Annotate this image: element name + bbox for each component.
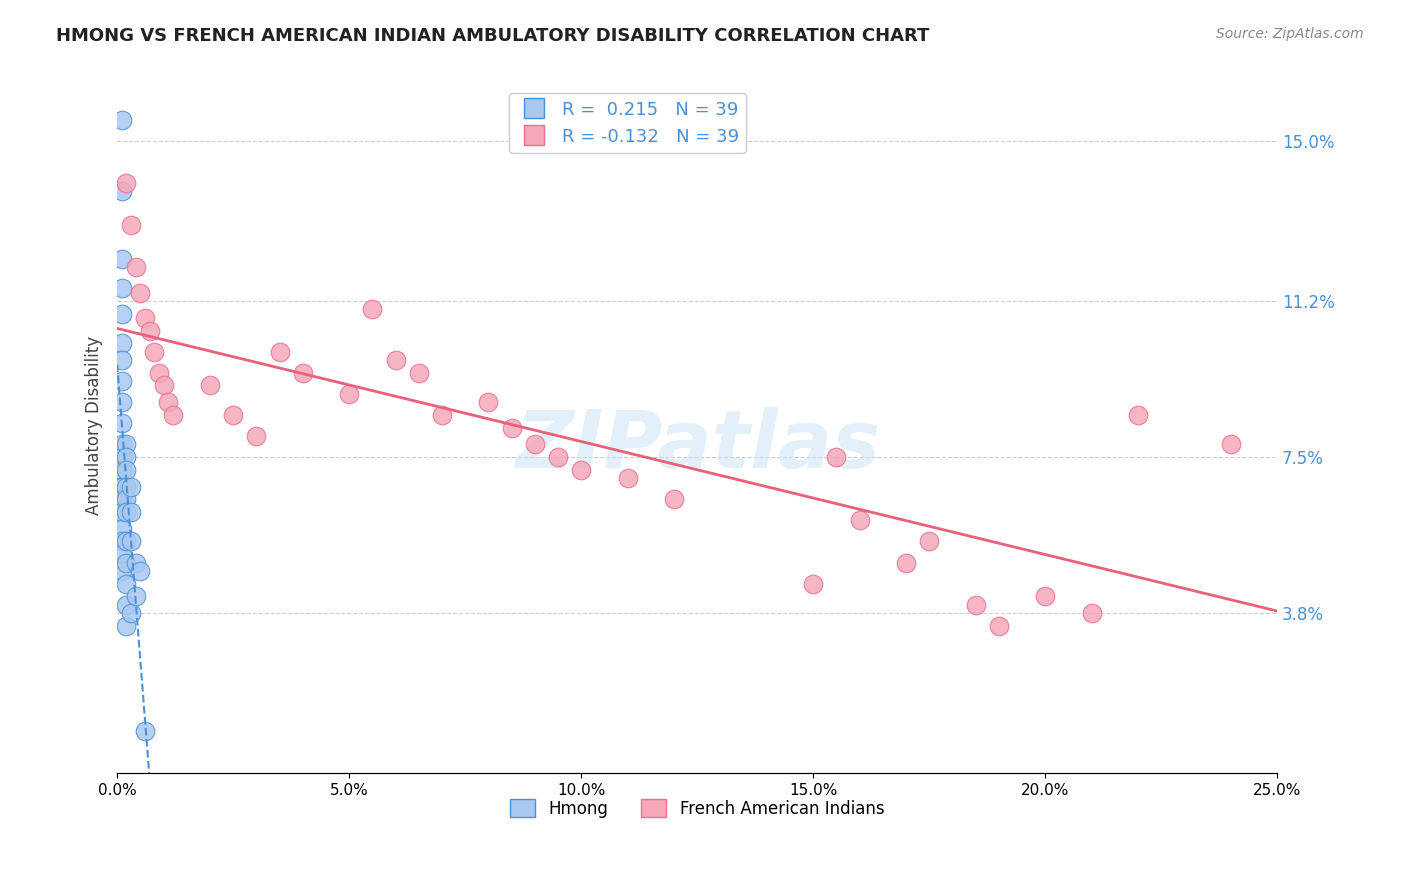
Point — [125, 260, 148, 275]
Point — [291, 366, 314, 380]
Point — [120, 505, 142, 519]
Point — [125, 589, 148, 603]
Legend: Hmong, French American Indians: Hmong, French American Indians — [503, 793, 891, 824]
Point — [157, 395, 180, 409]
Text: HMONG VS FRENCH AMERICAN INDIAN AMBULATORY DISABILITY CORRELATION CHART: HMONG VS FRENCH AMERICAN INDIAN AMBULATO… — [56, 27, 929, 45]
Point — [143, 344, 166, 359]
Point — [111, 336, 134, 351]
Point — [120, 218, 142, 232]
Point — [134, 724, 156, 739]
Point — [547, 450, 569, 464]
Point — [245, 429, 267, 443]
Point — [477, 395, 499, 409]
Point — [1080, 606, 1102, 620]
Point — [120, 606, 142, 620]
Point — [115, 556, 138, 570]
Point — [616, 471, 638, 485]
Point — [115, 598, 138, 612]
Point — [125, 556, 148, 570]
Point — [894, 556, 917, 570]
Point — [987, 619, 1010, 633]
Point — [134, 310, 156, 325]
Point — [269, 344, 291, 359]
Point — [111, 417, 134, 431]
Point — [120, 480, 142, 494]
Point — [111, 184, 134, 198]
Point — [111, 534, 134, 549]
Point — [111, 522, 134, 536]
Point — [662, 492, 685, 507]
Point — [115, 463, 138, 477]
Point — [111, 547, 134, 561]
Point — [115, 576, 138, 591]
Point — [162, 408, 184, 422]
Point — [129, 564, 152, 578]
Point — [111, 450, 134, 464]
Point — [152, 378, 174, 392]
Point — [138, 324, 160, 338]
Point — [361, 302, 384, 317]
Point — [115, 480, 138, 494]
Point — [115, 450, 138, 464]
Point — [965, 598, 987, 612]
Point — [384, 353, 406, 368]
Point — [111, 112, 134, 127]
Point — [111, 437, 134, 451]
Point — [1219, 437, 1241, 451]
Point — [1033, 589, 1056, 603]
Text: ZIPatlas: ZIPatlas — [515, 408, 880, 485]
Point — [115, 505, 138, 519]
Point — [111, 395, 134, 409]
Point — [337, 386, 360, 401]
Point — [918, 534, 941, 549]
Point — [120, 534, 142, 549]
Point — [111, 353, 134, 368]
Point — [1126, 408, 1149, 422]
Y-axis label: Ambulatory Disability: Ambulatory Disability — [86, 336, 103, 515]
Point — [115, 492, 138, 507]
Point — [111, 564, 134, 578]
Point — [111, 281, 134, 295]
Point — [198, 378, 221, 392]
Point — [111, 463, 134, 477]
Point — [501, 420, 523, 434]
Point — [801, 576, 824, 591]
Text: Source: ZipAtlas.com: Source: ZipAtlas.com — [1216, 27, 1364, 41]
Point — [115, 534, 138, 549]
Point — [115, 619, 138, 633]
Point — [111, 252, 134, 266]
Point — [115, 437, 138, 451]
Point — [111, 480, 134, 494]
Point — [148, 366, 170, 380]
Point — [569, 463, 592, 477]
Point — [848, 513, 870, 527]
Point — [523, 437, 546, 451]
Point — [115, 176, 138, 190]
Point — [111, 307, 134, 321]
Point — [222, 408, 245, 422]
Point — [111, 492, 134, 507]
Point — [430, 408, 453, 422]
Point — [129, 285, 152, 300]
Point — [825, 450, 848, 464]
Point — [111, 374, 134, 388]
Point — [408, 366, 430, 380]
Point — [111, 505, 134, 519]
